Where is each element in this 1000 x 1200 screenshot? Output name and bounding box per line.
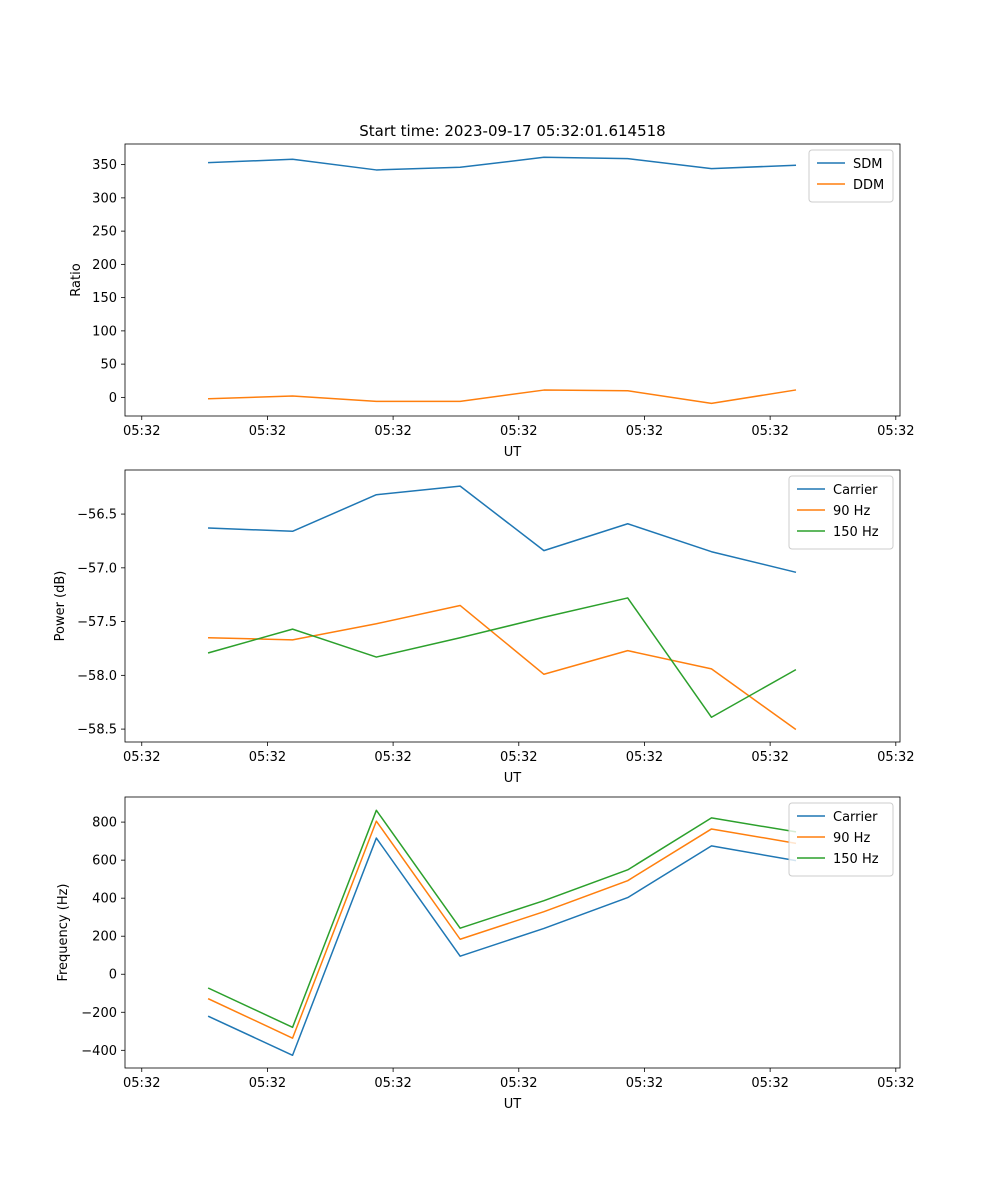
ratio-y-tick-label: 50 <box>100 358 117 373</box>
power-series-90-hz-line <box>208 604 797 731</box>
ratio-y-tick-label: 150 <box>92 291 117 306</box>
ratio-x-axis-label: UT <box>504 445 522 460</box>
ratio-legend-label-sdm: SDM <box>853 157 882 172</box>
ratio-x-tick-label: 05:32 <box>877 424 914 439</box>
power-legend: Carrier 90 Hz 150 Hz <box>788 475 894 550</box>
power-x-tick-label: 05:32 <box>500 750 537 765</box>
frequency-x-tick-label: 05:32 <box>751 1076 788 1091</box>
frequency-x-tick-label: 05:32 <box>249 1076 286 1091</box>
frequency-x-axis-label: UT <box>504 1097 522 1112</box>
power-axes-frame <box>124 469 901 743</box>
power-series-150-hz-line <box>207 597 797 719</box>
power-x-tick-label: 05:32 <box>751 750 788 765</box>
frequency-x-tick-label: 05:32 <box>877 1076 914 1091</box>
power-x-tick-label: 05:32 <box>123 750 160 765</box>
ratio-y-tick-label: 350 <box>92 158 117 173</box>
frequency-x-tick-label: 05:32 <box>500 1076 537 1091</box>
frequency-y-axis-label: Frequency (Hz) <box>56 883 71 981</box>
ratio-y-tick-label: 100 <box>92 324 117 339</box>
power-legend-label-carrier: Carrier <box>833 483 878 498</box>
power-legend-label-90-hz: 90 Hz <box>833 504 870 519</box>
ratio-x-tick-label: 05:32 <box>123 424 160 439</box>
frequency-series-150-hz-line <box>207 809 797 1029</box>
ratio-panel: 05:32 05:32 05:32 05:32 05:32 05:32 05:32 0 50 10… <box>69 143 915 460</box>
frequency-y-tick-label: −400 <box>81 1044 117 1059</box>
frequency-y-tick-label: 800 <box>92 816 117 831</box>
power-y-tick-label: −57.0 <box>77 561 117 576</box>
ratio-x-tick-label: 05:32 <box>500 424 537 439</box>
ratio-series-ddm-line <box>208 389 797 405</box>
frequency-y-tick-label: 200 <box>92 930 117 945</box>
power-y-tick-label: −56.5 <box>77 508 117 523</box>
power-y-tick-label: −58.0 <box>77 669 117 684</box>
frequency-series-carrier-line <box>207 837 797 1057</box>
power-y-axis-label: Power (dB) <box>53 571 68 642</box>
power-y-tick-label: −58.5 <box>77 723 117 738</box>
power-x-tick-label: 05:32 <box>877 750 914 765</box>
power-panel: 05:32 05:32 05:32 05:32 05:32 05:32 05:32 −58.5… <box>53 469 915 786</box>
ratio-y-tick-label: 200 <box>92 258 117 273</box>
frequency-legend-label-150-hz: 150 Hz <box>833 852 879 867</box>
ratio-x-tick-label: 05:32 <box>751 424 788 439</box>
ratio-y-tick-label: 0 <box>109 391 117 406</box>
power-x-axis-label: UT <box>504 771 522 786</box>
figure-title: Start time: 2023-09-17 05:32:01.614518 <box>359 122 665 140</box>
power-series-carrier-line <box>208 485 797 574</box>
power-x-tick-label: 05:32 <box>374 750 411 765</box>
ratio-x-tick-label: 05:32 <box>626 424 663 439</box>
ratio-legend-label-ddm: DDM <box>853 178 884 193</box>
ratio-series-sdm-line <box>208 156 797 171</box>
frequency-y-tick-label: 0 <box>109 968 117 983</box>
ratio-y-axis-label: Ratio <box>69 263 84 296</box>
power-y-tick-label: −57.5 <box>77 615 117 630</box>
frequency-x-tick-label: 05:32 <box>123 1076 160 1091</box>
power-legend-label-150-hz: 150 Hz <box>833 525 879 540</box>
power-x-tick-label: 05:32 <box>249 750 286 765</box>
frequency-axes-frame <box>124 796 901 1069</box>
frequency-panel: 05:32 05:32 05:32 05:32 05:32 05:32 05:32 −400 −… <box>56 796 915 1112</box>
frequency-x-tick-label: 05:32 <box>374 1076 411 1091</box>
ratio-legend: SDM DDM <box>808 149 894 203</box>
frequency-series-90-hz-line <box>207 820 797 1039</box>
frequency-legend-label-carrier: Carrier <box>833 810 878 825</box>
frequency-y-tick-label: −200 <box>81 1006 117 1021</box>
ratio-axes-frame <box>124 143 901 417</box>
ratio-y-tick-label: 300 <box>92 191 117 206</box>
frequency-x-tick-label: 05:32 <box>626 1076 663 1091</box>
frequency-y-tick-label: 400 <box>92 892 117 907</box>
power-x-tick-label: 05:32 <box>626 750 663 765</box>
ratio-x-tick-label: 05:32 <box>249 424 286 439</box>
ratio-x-tick-label: 05:32 <box>374 424 411 439</box>
frequency-legend: Carrier 90 Hz 150 Hz <box>788 802 894 877</box>
frequency-y-tick-label: 600 <box>92 854 117 869</box>
frequency-legend-label-90-hz: 90 Hz <box>833 831 870 846</box>
ratio-y-tick-label: 250 <box>92 225 117 240</box>
